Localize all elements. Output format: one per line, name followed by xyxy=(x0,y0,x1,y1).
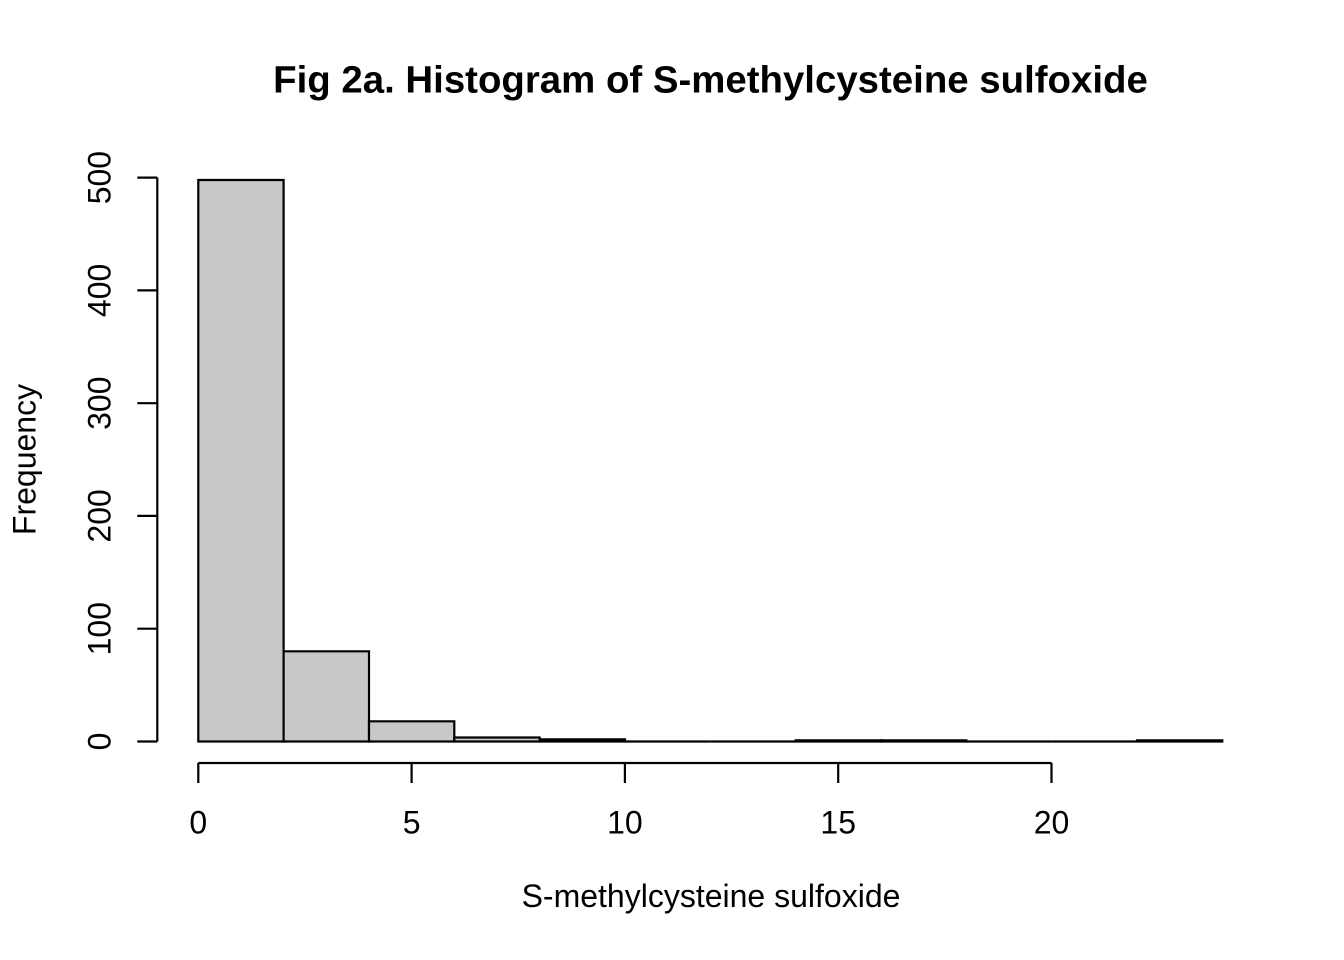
svg-text:400: 400 xyxy=(82,264,118,317)
svg-text:10: 10 xyxy=(607,805,643,841)
svg-text:100: 100 xyxy=(82,602,118,655)
svg-text:0: 0 xyxy=(189,805,207,841)
svg-text:Frequency: Frequency xyxy=(7,384,43,535)
svg-text:15: 15 xyxy=(820,805,856,841)
svg-text:S-methylcysteine sulfoxide: S-methylcysteine sulfoxide xyxy=(522,878,901,914)
svg-text:300: 300 xyxy=(82,377,118,430)
svg-text:Fig 2a. Histogram of S-methylc: Fig 2a. Histogram of S-methylcysteine su… xyxy=(273,58,1148,101)
svg-text:20: 20 xyxy=(1034,805,1070,841)
svg-text:500: 500 xyxy=(82,151,118,204)
svg-text:0: 0 xyxy=(82,733,118,751)
svg-text:200: 200 xyxy=(82,489,118,542)
svg-text:5: 5 xyxy=(403,805,421,841)
